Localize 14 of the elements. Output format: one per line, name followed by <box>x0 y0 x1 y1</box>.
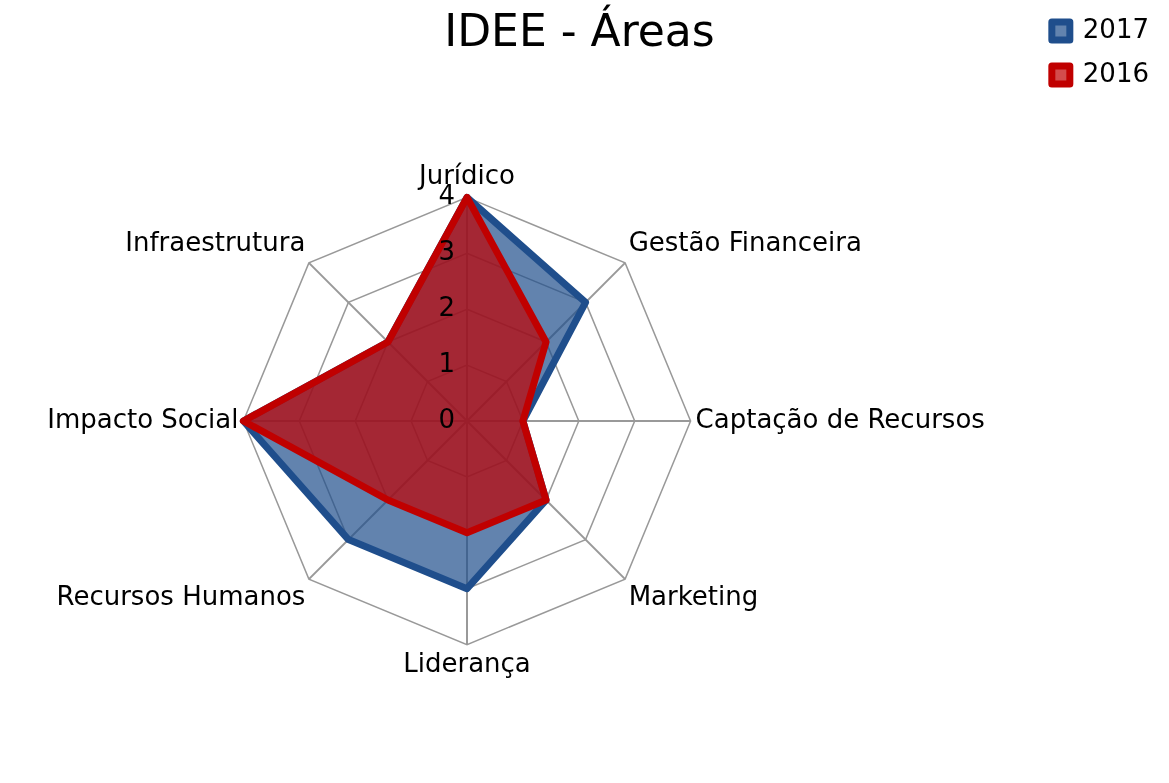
spoke-label: Recursos Humanos <box>56 580 306 611</box>
spoke-label: Infraestrutura <box>125 226 306 257</box>
spoke-label: Captação de Recursos <box>695 403 985 434</box>
y-tick-label: 2 <box>438 291 455 322</box>
y-tick-label: 1 <box>438 347 455 378</box>
spoke-label: Impacto Social <box>47 403 239 434</box>
spoke-label: Gestão Financeira <box>628 226 862 257</box>
legend-label: 2016 <box>1082 57 1149 88</box>
y-tick-label: 3 <box>438 236 455 267</box>
spoke-label: Liderança <box>403 647 531 678</box>
spoke-label: Marketing <box>628 580 759 611</box>
chart-title: IDEE - Áreas <box>444 3 715 56</box>
y-tick-label: 0 <box>438 403 455 434</box>
legend-label: 2017 <box>1082 13 1149 44</box>
